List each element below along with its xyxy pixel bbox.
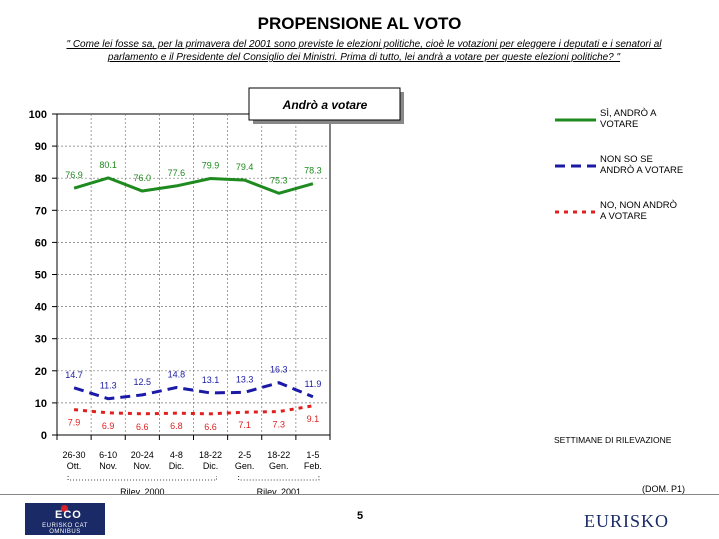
x-tick-label: 20-24 bbox=[131, 450, 154, 460]
eco-logo: ECO EURISKO CAT OMNIBUS bbox=[25, 503, 105, 535]
legend-label: ANDRÒ A VOTARE bbox=[600, 165, 683, 176]
data-label: 76.0 bbox=[134, 173, 152, 183]
x-tick-label: 1-5 bbox=[306, 450, 319, 460]
y-tick-label: 0 bbox=[41, 430, 47, 442]
x-tick-label: Nov. bbox=[99, 461, 117, 471]
x-tick-label: 4-8 bbox=[170, 450, 183, 460]
x-tick-label: Dic. bbox=[203, 461, 219, 471]
eco-logo-text: ECO bbox=[55, 509, 82, 521]
data-label: 14.8 bbox=[168, 369, 186, 379]
x-tick-label: Ott. bbox=[67, 461, 82, 471]
x-tick-label: Dic. bbox=[169, 461, 185, 471]
data-label: 6.9 bbox=[102, 421, 115, 431]
legend-label: NO, NON ANDRÒ bbox=[600, 200, 677, 211]
x-tick-label: Nov. bbox=[133, 461, 151, 471]
group-label: Rilev. 2001 bbox=[257, 487, 301, 497]
footer-divider bbox=[0, 494, 719, 495]
x-tick-label: 6-10 bbox=[99, 450, 117, 460]
line-chart: 010203040506070809010026-30Ott.6-10Nov.2… bbox=[29, 87, 683, 497]
question-line-1: " Come lei fosse sa, per la primavera de… bbox=[66, 39, 662, 50]
legend-label: NON SO SE bbox=[600, 154, 653, 165]
legend-label: SÌ, ANDRÒ A bbox=[600, 108, 657, 119]
group-label: Rilev. 2000 bbox=[120, 487, 164, 497]
y-tick-label: 30 bbox=[35, 334, 47, 346]
data-label: 16.3 bbox=[270, 365, 288, 375]
x-tick-label: 18-22 bbox=[199, 450, 222, 460]
x-tick-label: Gen. bbox=[269, 461, 289, 471]
series-line bbox=[73, 176, 314, 195]
y-tick-label: 50 bbox=[35, 270, 47, 282]
data-label: 78.3 bbox=[304, 166, 322, 176]
box-label-text: Andrò a votare bbox=[282, 98, 368, 112]
data-label: 6.6 bbox=[136, 422, 149, 432]
data-label: 14.7 bbox=[65, 370, 83, 380]
data-label: 7.3 bbox=[273, 420, 286, 430]
question-reference: (DOM. P1) bbox=[642, 484, 686, 494]
y-tick-label: 60 bbox=[35, 237, 47, 249]
legend-label: VOTARE bbox=[600, 119, 638, 130]
question-text: " Come lei fosse sa, per la primavera de… bbox=[30, 38, 698, 64]
y-tick-label: 80 bbox=[35, 173, 47, 185]
y-tick-label: 90 bbox=[35, 141, 47, 153]
data-label: 79.9 bbox=[202, 161, 220, 171]
x-tick-label: 26-30 bbox=[63, 450, 86, 460]
x-tick-label: Gen. bbox=[235, 461, 255, 471]
series-line bbox=[73, 381, 314, 401]
data-label: 6.6 bbox=[204, 422, 217, 432]
y-tick-label: 100 bbox=[29, 109, 47, 121]
data-label: 13.1 bbox=[202, 375, 220, 385]
page-number: 5 bbox=[356, 510, 364, 522]
y-tick-label: 70 bbox=[35, 205, 47, 217]
data-label: 76.9 bbox=[65, 170, 83, 180]
data-label: 11.9 bbox=[305, 379, 322, 389]
data-label: 80.1 bbox=[99, 160, 117, 170]
x-tick-label: 2-5 bbox=[238, 450, 251, 460]
group-bracket bbox=[238, 476, 320, 481]
data-label: 75.3 bbox=[270, 175, 288, 185]
data-label: 13.3 bbox=[236, 374, 254, 384]
data-label: 9.1 bbox=[307, 414, 320, 424]
page-title: PROPENSIONE AL VOTO bbox=[257, 14, 462, 33]
box-label-frame bbox=[248, 87, 401, 121]
y-tick-label: 40 bbox=[35, 302, 47, 314]
data-label: 7.9 bbox=[68, 418, 81, 428]
y-tick-label: 20 bbox=[35, 366, 47, 378]
eco-logo-subtext: EURISKO CAT OMNIBUS bbox=[42, 523, 88, 535]
question-line-2: parlamento e il Presidente del Consiglio… bbox=[107, 52, 621, 63]
legend-label: A VOTARE bbox=[600, 211, 647, 222]
x-tick-label: Feb. bbox=[304, 461, 322, 471]
logo-dot-icon bbox=[61, 505, 68, 512]
x-tick-label: 18-22 bbox=[267, 450, 290, 460]
y-tick-label: 10 bbox=[35, 398, 47, 410]
data-label: 12.5 bbox=[134, 377, 152, 387]
data-label: 7.1 bbox=[238, 420, 251, 430]
data-label: 79.4 bbox=[236, 162, 254, 172]
x-axis-caption: SETTIMANE DI RILEVAZIONE bbox=[554, 435, 672, 445]
group-bracket bbox=[67, 476, 217, 481]
data-label: 77.6 bbox=[168, 168, 186, 178]
series-line bbox=[73, 404, 314, 416]
data-label: 6.8 bbox=[170, 421, 183, 431]
data-label: 11.3 bbox=[100, 381, 117, 391]
eurisko-logo: EURISKO bbox=[584, 511, 670, 531]
